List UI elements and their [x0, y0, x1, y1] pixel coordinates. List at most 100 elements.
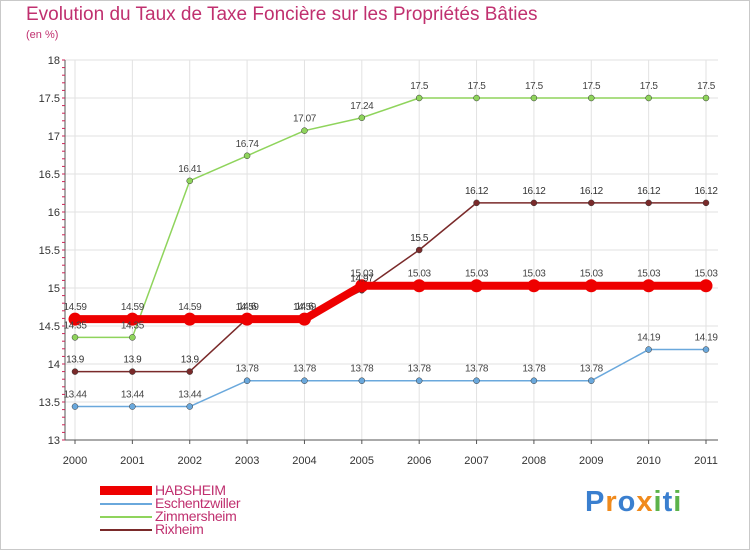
data-point-habsheim — [642, 279, 656, 293]
data-label-habsheim: 15.03 — [694, 269, 718, 280]
x-tick-label: 2008 — [522, 455, 546, 467]
data-label-habsheim: 14.59 — [63, 302, 87, 313]
data-label-eschentzwiller: 14.19 — [637, 333, 661, 344]
y-tick-label: 18 — [48, 55, 60, 67]
data-point-rixheim — [415, 246, 423, 254]
data-point-rixheim — [71, 368, 79, 375]
data-label-eschentzwiller: 13.78 — [408, 364, 432, 375]
legend-swatch-habsheim — [100, 486, 152, 495]
data-point-eschentzwiller — [301, 377, 308, 384]
y-tick-label: 13.5 — [39, 397, 60, 409]
data-label-eschentzwiller: 13.78 — [293, 364, 317, 375]
chart-subtitle: (en %) — [26, 29, 59, 41]
data-point-zimmersheim — [186, 177, 193, 185]
data-point-habsheim — [297, 312, 311, 326]
y-tick-label: 17 — [48, 131, 60, 143]
legend-label-eschentzwiller: Eschentzwiller — [155, 495, 241, 511]
data-label-rixheim: 16.12 — [522, 186, 546, 197]
y-tick-label: 14 — [48, 359, 60, 371]
data-point-habsheim — [355, 279, 369, 293]
series-line-rixheim — [75, 202, 706, 373]
data-point-eschentzwiller — [415, 377, 423, 384]
data-point-eschentzwiller — [186, 403, 193, 410]
data-label-habsheim: 15.03 — [637, 269, 661, 280]
data-point-habsheim — [183, 312, 197, 326]
legend-label-habsheim: HABSHEIM — [155, 482, 226, 498]
x-tick-label: 2000 — [63, 455, 87, 467]
data-point-eschentzwiller — [473, 377, 480, 384]
data-point-zimmersheim — [243, 152, 251, 160]
data-point-eschentzwiller — [129, 403, 136, 410]
data-label-rixheim: 16.12 — [637, 186, 661, 197]
data-label-eschentzwiller: 13.78 — [236, 364, 260, 375]
logo-letter: t — [662, 486, 674, 518]
y-tick-label: 15 — [48, 283, 60, 295]
data-label-rixheim: 14.6 — [296, 301, 315, 312]
data-point-rixheim — [129, 368, 136, 375]
data-label-habsheim: 14.59 — [178, 302, 202, 313]
x-tick-label: 2009 — [579, 455, 603, 467]
legend-label-zimmersheim: Zimmersheim — [155, 508, 237, 524]
data-label-zimmersheim: 17.5 — [410, 81, 429, 92]
data-point-habsheim — [584, 279, 598, 293]
data-label-habsheim: 15.03 — [522, 269, 546, 280]
data-point-habsheim — [527, 279, 541, 293]
data-label-zimmersheim: 17.5 — [640, 81, 659, 92]
data-point-eschentzwiller — [645, 346, 652, 353]
data-label-zimmersheim: 17.07 — [293, 114, 317, 125]
data-point-rixheim — [473, 199, 480, 207]
x-tick-label: 2011 — [694, 455, 718, 467]
data-label-rixheim: 15.5 — [410, 233, 429, 244]
data-label-zimmersheim: 17.5 — [582, 81, 601, 92]
series-line-habsheim — [75, 281, 706, 324]
data-label-eschentzwiller: 13.78 — [580, 364, 604, 375]
data-label-habsheim: 15.03 — [408, 269, 432, 280]
data-point-zimmersheim — [129, 334, 136, 341]
chart-title: Evolution du Taux de Taxe Foncière sur l… — [26, 4, 538, 25]
logo-letter: P — [585, 486, 606, 518]
data-label-rixheim: 13.9 — [66, 355, 85, 366]
data-point-zimmersheim — [71, 334, 79, 341]
data-label-eschentzwiller: 13.78 — [522, 364, 546, 375]
data-label-eschentzwiller: 13.44 — [121, 390, 145, 401]
logo-letter: i — [653, 486, 663, 518]
data-point-rixheim — [530, 199, 538, 207]
data-label-rixheim: 14.97 — [350, 273, 374, 284]
data-point-habsheim — [240, 312, 254, 326]
logo-letter: o — [617, 486, 637, 518]
data-label-rixheim: 16.12 — [465, 186, 489, 197]
data-point-rixheim — [645, 199, 652, 207]
y-tick-label: 14.5 — [39, 321, 60, 333]
data-label-zimmersheim: 16.74 — [236, 139, 260, 150]
x-tick-label: 2010 — [636, 455, 660, 467]
logo-letter: x — [636, 486, 654, 518]
x-tick-label: 2007 — [464, 455, 488, 467]
logo-letter: r — [605, 486, 618, 518]
data-point-eschentzwiller — [71, 403, 79, 410]
logo-letter: i — [673, 486, 683, 518]
data-point-zimmersheim — [702, 94, 710, 102]
data-label-zimmersheim: 17.5 — [525, 81, 544, 92]
y-tick-label: 16 — [48, 207, 60, 219]
data-label-eschentzwiller: 13.44 — [178, 390, 202, 401]
data-point-zimmersheim — [301, 127, 308, 134]
data-point-zimmersheim — [645, 94, 652, 102]
proxiti-logo: Proxiti — [585, 486, 682, 519]
data-point-habsheim — [699, 279, 713, 293]
y-tick-label: 15.5 — [39, 245, 60, 257]
x-tick-label: 2004 — [292, 455, 316, 467]
data-label-habsheim: 14.59 — [236, 302, 260, 313]
data-point-zimmersheim — [473, 94, 480, 102]
data-point-rixheim — [186, 368, 193, 375]
data-label-zimmersheim: 16.41 — [178, 164, 202, 175]
data-point-zimmersheim — [588, 94, 595, 102]
data-point-rixheim — [588, 199, 595, 207]
legend-swatch-zimmersheim — [100, 516, 152, 518]
data-label-zimmersheim: 17.5 — [697, 81, 716, 92]
data-point-eschentzwiller — [358, 377, 366, 384]
data-point-eschentzwiller — [530, 377, 538, 384]
data-label-zimmersheim: 17.5 — [468, 81, 487, 92]
y-tick-label: 16.5 — [39, 169, 60, 181]
x-tick-label: 2002 — [177, 455, 201, 467]
